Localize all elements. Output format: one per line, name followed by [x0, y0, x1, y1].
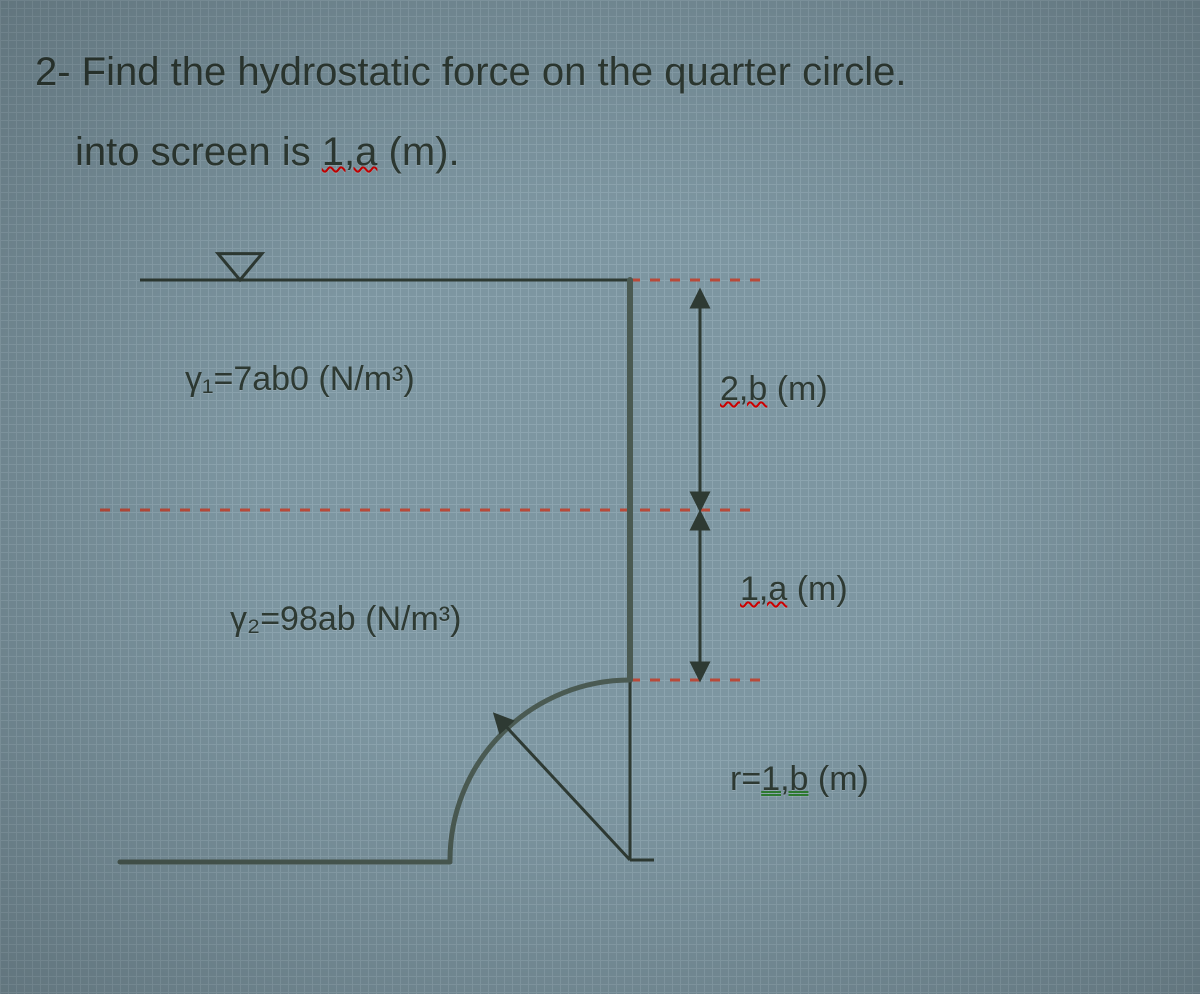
radius-arrow: [500, 720, 630, 860]
subtitle-unit: (m).: [377, 130, 459, 174]
gamma1-label: γ₁=7ab0 (N/m³): [185, 360, 415, 399]
radius-label: r=1,b (m): [730, 760, 869, 799]
free-surface-symbol: [218, 254, 262, 280]
radius-value: 1,b: [761, 760, 808, 798]
gamma2-label: γ₂=98ab (N/m³): [230, 600, 461, 639]
problem-title: 2- Find the hydrostatic force on the qua…: [35, 50, 907, 95]
dim2-label: 1,a (m): [740, 570, 848, 609]
dim1-unit: (m): [767, 370, 827, 408]
radius-prefix: r=: [730, 760, 761, 798]
radius-unit: (m): [808, 760, 868, 798]
dim1-value: 2,b: [720, 370, 767, 408]
problem-subtitle: into screen is 1,a (m).: [75, 130, 460, 175]
subtitle-prefix: into screen is: [75, 130, 322, 174]
dim2-unit: (m): [787, 570, 847, 608]
dim1-label: 2,b (m): [720, 370, 828, 409]
dim2-value: 1,a: [740, 570, 787, 608]
subtitle-value: 1,a: [322, 130, 378, 174]
